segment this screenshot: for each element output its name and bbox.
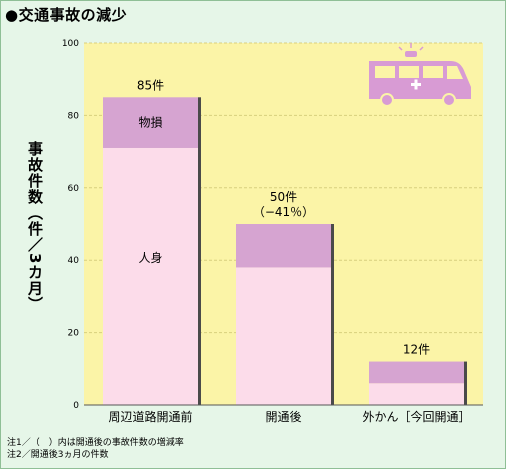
bar-segment xyxy=(369,383,464,405)
footnote-1: 注1／（ ）内は開通後の事故件数の増減率 xyxy=(7,438,184,448)
y-ticks: 0 20 40 60 80 100 xyxy=(62,39,79,411)
y-tick-label: 100 xyxy=(62,39,79,49)
footnote-2: 注2／開通後3ヵ月の件数 xyxy=(7,450,109,460)
total-label-line1: 50件 xyxy=(270,190,297,204)
siren xyxy=(405,51,417,57)
category-label: 周辺道路開通前 xyxy=(108,409,192,424)
siren-ray xyxy=(419,46,424,51)
siren-ray xyxy=(398,46,403,51)
window xyxy=(423,66,443,78)
bar-segment xyxy=(236,224,331,268)
category-label: 開通後 xyxy=(265,410,301,424)
bar-shadow xyxy=(331,224,334,405)
bar-segment xyxy=(103,147,198,406)
bar-segment xyxy=(369,361,464,384)
footnotes: 注1／（ ）内は開通後の事故件数の増減率 注2／開通後3ヵ月の件数 xyxy=(7,437,184,461)
change-label: （−41％） xyxy=(253,205,314,219)
bar-shadow xyxy=(198,97,201,406)
bar-segment xyxy=(236,267,331,405)
y-tick-label: 40 xyxy=(68,256,80,266)
window xyxy=(399,66,419,78)
windshield xyxy=(447,66,463,79)
y-axis-label: 事故件数（件／3カ月） xyxy=(26,141,44,313)
wheel xyxy=(442,93,456,107)
y-tick-label: 20 xyxy=(68,329,80,339)
y-tick-label: 60 xyxy=(68,184,80,194)
chart-title: ●交通事故の減少 xyxy=(5,6,128,24)
series-label-person: 人身 xyxy=(138,250,162,265)
total-label: 85件 xyxy=(137,78,164,92)
category-labels: 周辺道路開通前 開通後 外かん［今回開通］ xyxy=(108,409,470,424)
y-tick-label: 80 xyxy=(68,111,80,121)
wheel xyxy=(380,93,394,107)
y-tick-label: 0 xyxy=(73,401,79,411)
bar-segment xyxy=(103,97,198,148)
bar-shadow xyxy=(464,361,467,405)
cross xyxy=(414,79,418,90)
total-label: 12件 xyxy=(403,343,430,357)
bars: 85件 （−41％）50件 12件 人身 物損 xyxy=(103,78,467,406)
series-label-property: 物損 xyxy=(138,115,162,130)
window xyxy=(375,66,395,78)
category-label: 外かん［今回開通］ xyxy=(362,409,470,424)
ambulance-icon xyxy=(369,43,471,107)
